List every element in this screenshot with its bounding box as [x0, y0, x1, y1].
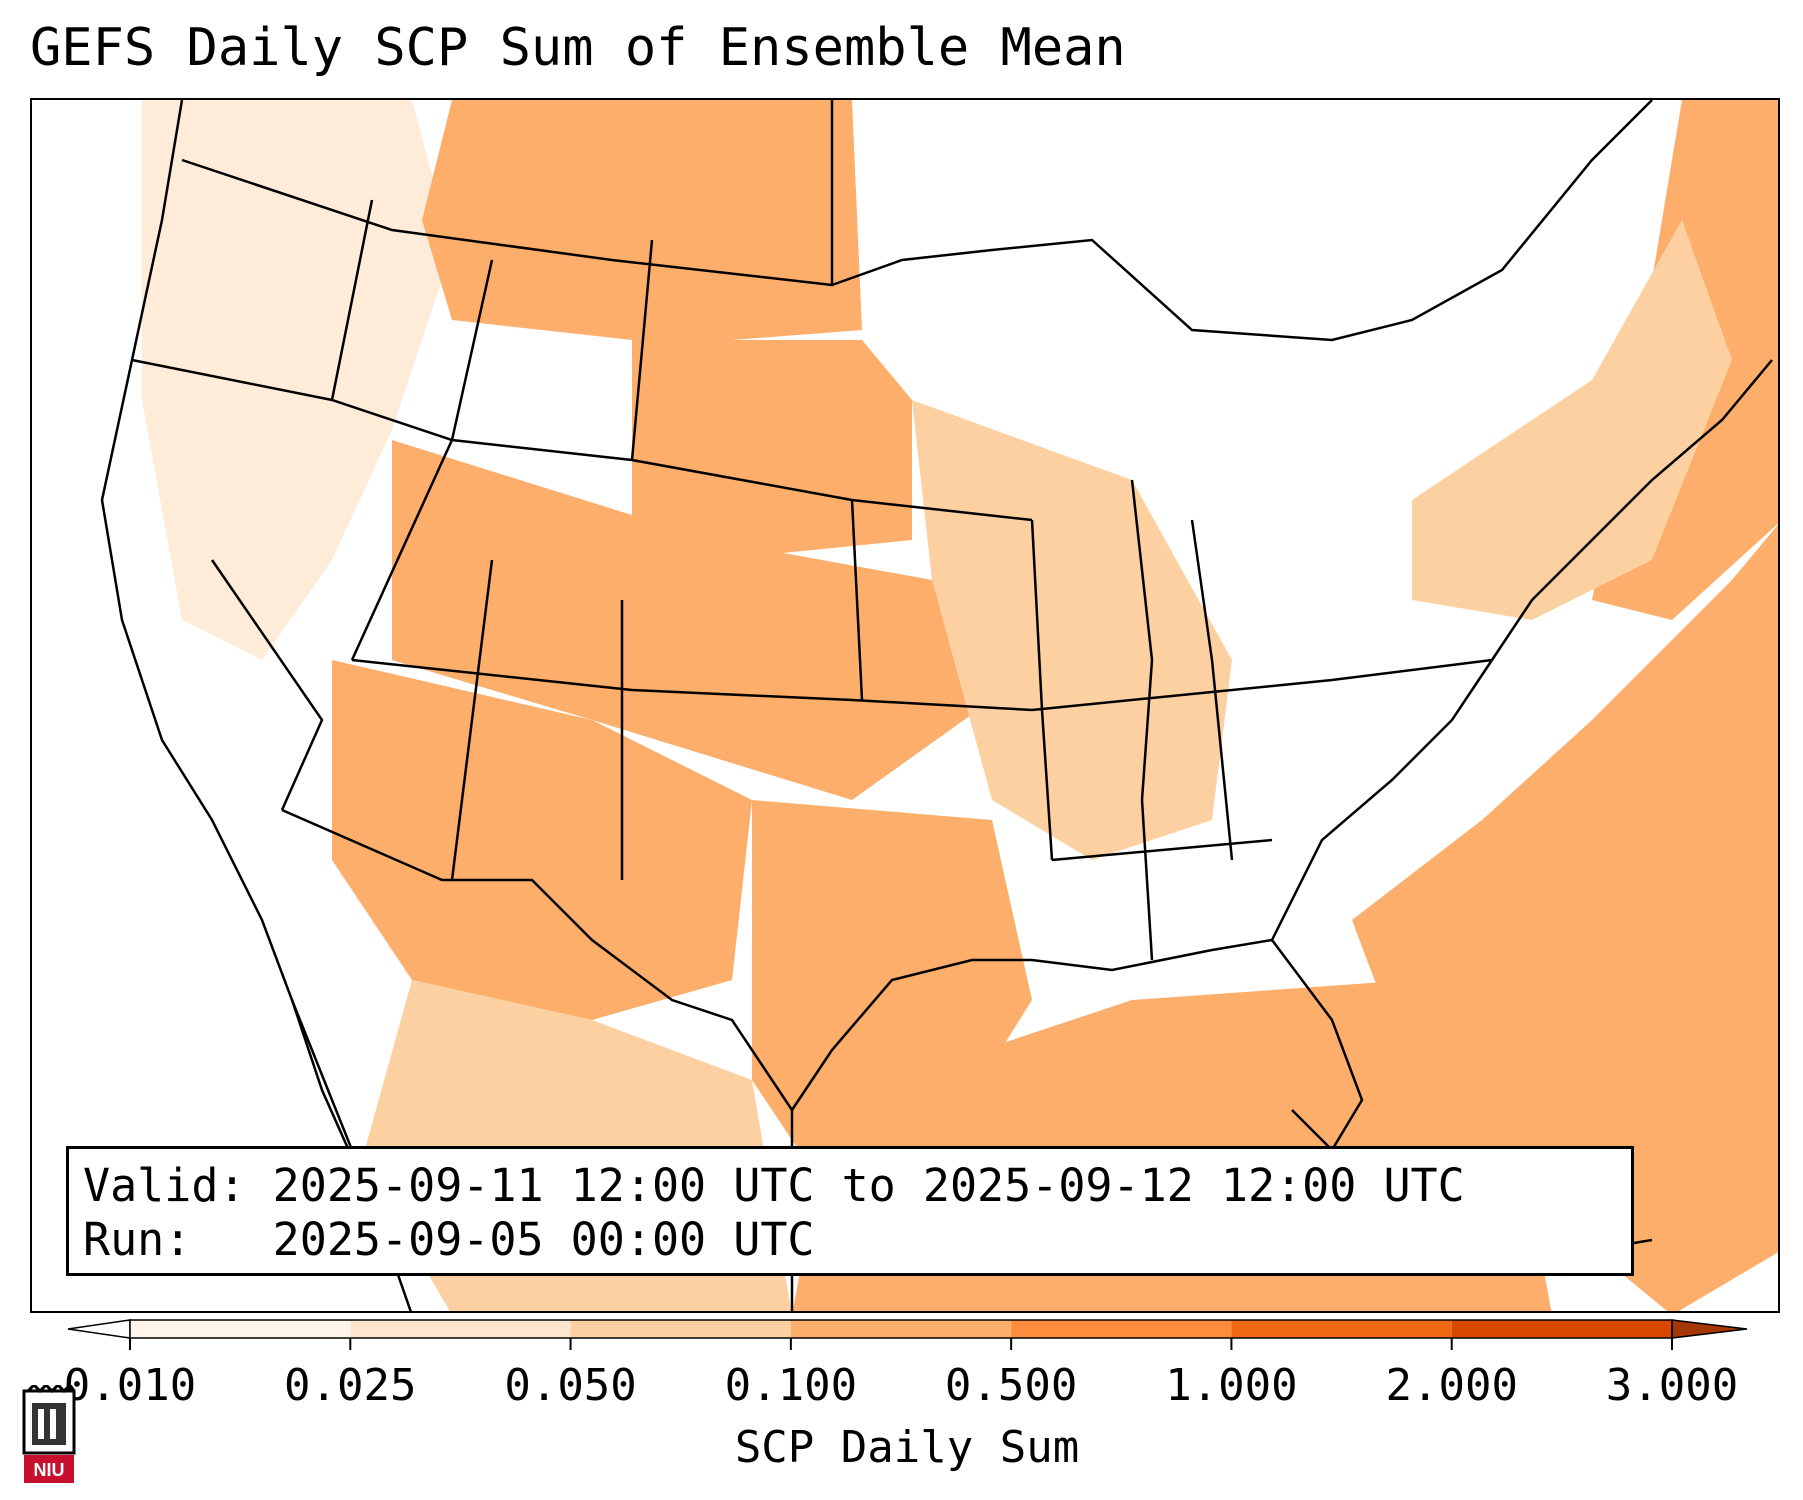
- map-panel: [30, 98, 1780, 1313]
- region-northern-rockies-high-plains: [422, 100, 862, 340]
- niu-logo: NIU: [22, 1385, 76, 1483]
- us-canada-border: [181, 100, 834, 287]
- colorbar-segment: [1451, 1320, 1672, 1338]
- colorbar-segment: [130, 1320, 351, 1338]
- region-northeast-new-england: [1412, 220, 1732, 620]
- colorbar-extend-max: [1671, 1319, 1748, 1339]
- region-four-corners-southwest: [332, 660, 752, 1020]
- colorbar-tick-label: 0.010: [63, 1360, 197, 1411]
- colorbar-segment: [790, 1320, 1012, 1338]
- colorbar-tick-label: 3.000: [1605, 1360, 1739, 1411]
- colorbar-tick-label: 2.000: [1385, 1360, 1518, 1411]
- colorbar-segment: [1231, 1320, 1452, 1338]
- colorbar-extend-min: [67, 1319, 131, 1339]
- valid-time-range: 2025-09-11 12:00 UTC to 2025-09-12 12:00…: [272, 1159, 1465, 1212]
- state-boundaries: [100, 100, 1773, 1311]
- coastline-west: [100, 100, 364, 1181]
- colorbar-outline: [129, 1319, 1673, 1339]
- great-lakes-border: [831, 100, 1653, 342]
- svg-text:NIU: NIU: [34, 1460, 65, 1480]
- colorbar-label: SCP Daily Sum: [734, 1422, 1080, 1473]
- region-midwest-mississippi-valley: [912, 400, 1232, 860]
- run-label: Run:: [83, 1213, 192, 1266]
- colorbar-tick-label: 0.100: [724, 1360, 858, 1411]
- colorbar-tick-label: 0.500: [944, 1360, 1078, 1411]
- colorbar-tick-label: 1.000: [1165, 1360, 1298, 1411]
- run-time: 2025-09-05 00:00 UTC: [272, 1213, 815, 1266]
- region-central-plains-colorado-kansas: [392, 440, 992, 800]
- colorbar-tick-label: 0.025: [284, 1360, 417, 1411]
- map-title: GEFS Daily SCP Sum of Ensemble Mean: [30, 18, 1126, 78]
- valid-label: Valid:: [83, 1159, 246, 1212]
- eastern-state-lines: [1030, 479, 1493, 961]
- gulf-coast: [790, 938, 1364, 1153]
- colorbar-segment: [570, 1320, 791, 1338]
- colorbar-tick-label: 0.050: [504, 1360, 637, 1411]
- atlantic-coast: [1270, 359, 1773, 941]
- western-state-lines: [131, 199, 1033, 881]
- region-northern-plains-dakotas: [632, 340, 912, 560]
- colorbar-segment: [350, 1320, 571, 1338]
- colorbar-segment: [1011, 1320, 1232, 1338]
- region-pacific-northwest-west: [142, 100, 452, 660]
- region-southeast-atlantic-coast: [1352, 524, 1778, 1311]
- us-mexico-border: [281, 808, 794, 1311]
- scp-map: [100, 100, 1778, 1311]
- valid-run-info-box: Valid: 2025-09-11 12:00 UTC to 2025-09-1…: [66, 1146, 1634, 1276]
